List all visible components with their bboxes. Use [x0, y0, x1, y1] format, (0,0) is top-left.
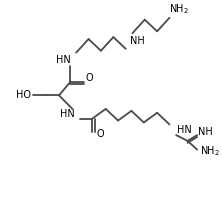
Text: NH$_2$: NH$_2$: [170, 2, 189, 16]
Text: NH: NH: [129, 36, 144, 46]
Text: HN: HN: [56, 55, 70, 65]
Text: HN: HN: [177, 125, 192, 135]
Text: NH: NH: [198, 127, 213, 137]
Text: NH$_2$: NH$_2$: [200, 144, 220, 158]
Text: HO: HO: [16, 90, 32, 100]
Text: HN: HN: [59, 109, 74, 119]
Text: O: O: [86, 73, 93, 83]
Text: O: O: [96, 129, 104, 139]
